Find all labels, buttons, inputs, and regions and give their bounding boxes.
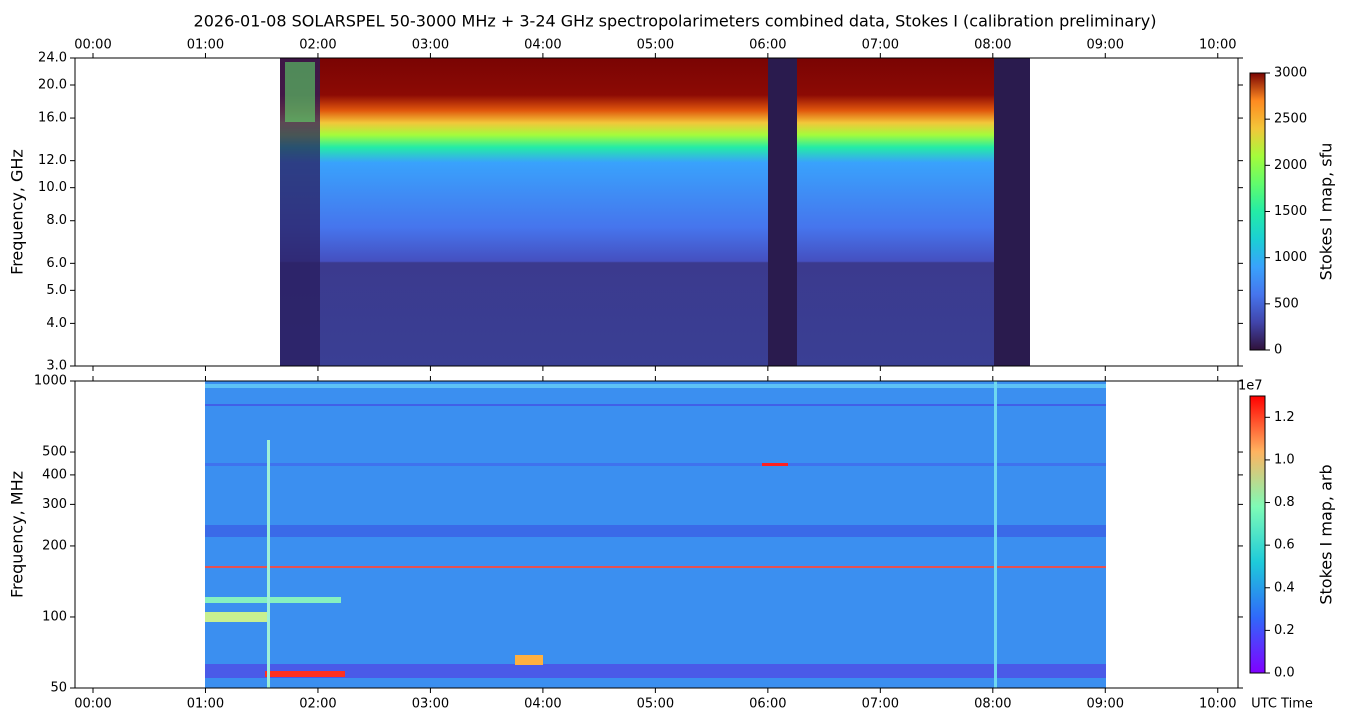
- colorbar-tick-label: 0.0: [1274, 666, 1295, 681]
- axes-frame: [74, 57, 1239, 367]
- y-tick-label: 10.0: [38, 180, 67, 195]
- colorbar: [1249, 395, 1266, 674]
- y-tick-label: 3.0: [46, 359, 67, 374]
- y-tick-label: 20.0: [38, 78, 67, 93]
- x-tick-label: 10:00: [1199, 697, 1236, 712]
- x-tick-label: 03:00: [412, 697, 449, 712]
- y-tick-label: 200: [42, 538, 67, 553]
- colorbar-label: Stokes I map, sfu: [1317, 143, 1336, 281]
- x-tick-label: 09:00: [1087, 38, 1124, 53]
- colorbar-tick-label: 500: [1274, 296, 1299, 311]
- x-tick-label: 02:00: [299, 38, 336, 53]
- x-tick-label: 01:00: [187, 38, 224, 53]
- colorbar-tick-label: 0: [1274, 343, 1282, 358]
- y-tick-label: 1000: [34, 374, 67, 389]
- y-tick-label: 4.0: [46, 316, 67, 331]
- x-tick-label: 09:00: [1087, 697, 1124, 712]
- heatmap-top: [280, 58, 1030, 366]
- colorbar-tick-label: 0.6: [1274, 538, 1295, 553]
- x-tick-label: 05:00: [637, 38, 674, 53]
- x-tick-label: 01:00: [187, 697, 224, 712]
- x-tick-label: 03:00: [412, 38, 449, 53]
- y-axis-label: Frequency, GHz: [8, 149, 27, 275]
- y-tick-label: 100: [42, 609, 67, 624]
- x-tick-label: 04:00: [524, 38, 561, 53]
- colorbar: [1249, 72, 1266, 351]
- colorbar-tick-label: 0.4: [1274, 580, 1295, 595]
- y-tick-label: 6.0: [46, 256, 67, 271]
- x-tick-label: 07:00: [862, 697, 899, 712]
- x-tick-label: 06:00: [749, 697, 786, 712]
- figure-title: 2026-01-08 SOLARSPEL 50-3000 MHz + 3-24 …: [194, 12, 1157, 31]
- y-tick-label: 24.0: [38, 51, 67, 66]
- x-tick-label: 05:00: [637, 697, 674, 712]
- x-axis-label: UTC Time: [1251, 697, 1313, 712]
- colorbar-tick-label: 3000: [1274, 66, 1307, 81]
- y-tick-label: 400: [42, 467, 67, 482]
- y-tick-label: 300: [42, 497, 67, 512]
- colorbar-tick-label: 0.2: [1274, 623, 1295, 638]
- colorbar-tick-label: 1000: [1274, 250, 1307, 265]
- colorbar-label: Stokes I map, arb: [1317, 464, 1336, 604]
- x-tick-label: 04:00: [524, 697, 561, 712]
- colorbar-tick-label: 1.2: [1274, 410, 1295, 425]
- axes-frame: [74, 380, 1239, 689]
- colorbar-tick-label: 2500: [1274, 112, 1307, 127]
- colorbar-tick-label: 0.8: [1274, 495, 1295, 510]
- x-tick-label: 08:00: [974, 697, 1011, 712]
- y-tick-label: 8.0: [46, 213, 67, 228]
- x-tick-label: 06:00: [749, 38, 786, 53]
- colorbar-tick-label: 1.0: [1274, 452, 1295, 467]
- x-tick-label: 02:00: [299, 697, 336, 712]
- colorbar-offset: 1e7: [1238, 379, 1263, 394]
- y-tick-label: 50: [50, 681, 67, 696]
- x-tick-label: 07:00: [862, 38, 899, 53]
- x-tick-label: 00:00: [74, 697, 111, 712]
- heatmap-bottom: [205, 381, 1106, 688]
- y-tick-label: 16.0: [38, 111, 67, 126]
- x-tick-label: 00:00: [74, 38, 111, 53]
- y-tick-label: 5.0: [46, 283, 67, 298]
- x-tick-label: 08:00: [974, 38, 1011, 53]
- y-tick-label: 12.0: [38, 153, 67, 168]
- colorbar-tick-label: 2000: [1274, 158, 1307, 173]
- x-tick-label: 10:00: [1199, 38, 1236, 53]
- y-axis-label: Frequency, MHz: [8, 471, 27, 598]
- colorbar-tick-label: 1500: [1274, 204, 1307, 219]
- y-tick-label: 500: [42, 445, 67, 460]
